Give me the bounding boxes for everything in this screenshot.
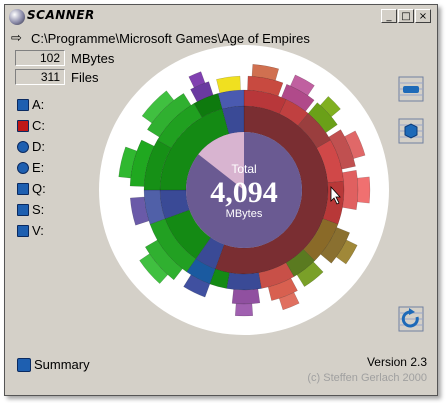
close-button[interactable]: × <box>415 9 431 23</box>
summary-icon <box>17 357 31 372</box>
sunburst-segment-34[interactable] <box>130 196 150 226</box>
sunburst-segment-24[interactable] <box>281 83 315 112</box>
drive-label: A: <box>32 97 45 112</box>
scanner-window: SCANNER _ □ × ⇨ C:\Programme\Microsoft G… <box>4 4 438 396</box>
sunburst-segment-31[interactable] <box>231 288 261 305</box>
center-unit: MBytes <box>226 208 263 220</box>
sunburst-segment-30[interactable] <box>267 277 298 301</box>
sunburst-segment-12[interactable] <box>285 249 316 277</box>
sunburst-segment-27[interactable] <box>342 169 359 211</box>
drive-label: C: <box>32 118 45 133</box>
drive-label: S: <box>32 202 45 217</box>
sunburst-segment-37[interactable] <box>190 81 214 103</box>
sunburst-segment-20[interactable] <box>157 103 203 149</box>
version-label: Version 2.3 <box>366 355 427 369</box>
drive-label: Q: <box>32 181 46 196</box>
summary-button[interactable]: Summary <box>17 357 90 372</box>
center-value: 4,094 <box>210 176 278 209</box>
sunburst-segment-47[interactable] <box>139 253 169 284</box>
network-drive-icon <box>17 182 29 195</box>
drive-label: E: <box>32 160 45 175</box>
sunburst-segment-48[interactable] <box>118 146 138 179</box>
drive-5[interactable]: S: <box>17 202 44 217</box>
sunburst-segment-26[interactable] <box>328 129 356 170</box>
sunburst-segment-44[interactable] <box>335 239 358 265</box>
sunburst-segment-41[interactable] <box>319 96 341 118</box>
sunburst-segment-46[interactable] <box>234 303 254 317</box>
drive-0[interactable]: A: <box>17 97 44 112</box>
copyright-label: (c) Steffen Gerlach 2000 <box>307 372 427 384</box>
sunburst-segment-43[interactable] <box>357 176 371 204</box>
sunburst-svg[interactable]: Total 4,094 MBytes <box>99 45 389 335</box>
drive-label: D: <box>32 139 45 154</box>
maximize-button[interactable]: □ <box>398 9 414 23</box>
drive-6[interactable]: V: <box>17 223 44 238</box>
sunburst-segment-28[interactable] <box>320 227 351 264</box>
minimize-button[interactable]: _ <box>381 9 397 23</box>
summary-label: Summary <box>34 357 90 372</box>
size-value: 102 <box>15 50 65 66</box>
disk-icon <box>398 76 424 102</box>
sunburst-segment-40[interactable] <box>290 74 315 96</box>
sunburst-segment-17[interactable] <box>149 218 197 273</box>
sunburst-segment-9[interactable] <box>316 139 344 183</box>
refresh-icon <box>398 306 424 332</box>
refresh-button[interactable] <box>397 305 425 333</box>
window-title: SCANNER <box>27 8 95 22</box>
center-label: Total <box>231 162 256 176</box>
cdrom-icon <box>17 140 29 153</box>
sunburst-segment-21[interactable] <box>193 93 223 118</box>
sunburst-segment-22[interactable] <box>217 89 245 110</box>
sunburst-segment-42[interactable] <box>344 130 366 159</box>
up-arrow-icon[interactable]: ⇨ <box>11 30 22 45</box>
sunburst-segment-25[interactable] <box>307 102 338 133</box>
sunburst-segment-32[interactable] <box>183 274 211 298</box>
sunburst-segment-29[interactable] <box>296 261 324 288</box>
drive-2[interactable]: D: <box>17 139 45 154</box>
sunburst-chart[interactable]: Total 4,094 MBytes <box>99 45 389 335</box>
sunburst-segment-50[interactable] <box>188 71 206 88</box>
sunburst-segment-23[interactable] <box>247 75 284 97</box>
sunburst-segment-16[interactable] <box>186 258 216 285</box>
sunburst-segment-45[interactable] <box>278 292 300 311</box>
drive-1[interactable]: C: <box>17 118 45 133</box>
size-unit: MBytes <box>71 51 115 66</box>
drive-4[interactable]: Q: <box>17 181 46 196</box>
toolbar-cube-button[interactable] <box>397 117 425 145</box>
sunburst-segment-38[interactable] <box>216 75 241 94</box>
current-path: C:\Programme\Microsoft Games\Age of Empi… <box>31 30 310 46</box>
drive-label: V: <box>32 223 44 238</box>
drive-3[interactable]: E: <box>17 160 44 175</box>
floppy-icon <box>17 98 29 111</box>
files-unit: Files <box>71 70 99 85</box>
harddisk-icon <box>17 119 29 132</box>
title-bar[interactable]: SCANNER _ □ × <box>7 7 435 27</box>
mouse-cursor-icon <box>330 185 341 205</box>
sunburst-segment-14[interactable] <box>226 272 262 291</box>
network-drive-icon <box>17 224 29 237</box>
center-highlight <box>198 132 244 190</box>
sunburst-segment-33[interactable] <box>144 239 183 281</box>
app-logo-icon <box>9 9 25 25</box>
sunburst-segment-39[interactable] <box>251 64 280 81</box>
cube-icon <box>398 118 424 144</box>
sunburst-segment-7[interactable] <box>279 99 309 127</box>
path-bar: ⇨ C:\Programme\Microsoft Games\Age of Em… <box>11 29 310 47</box>
files-value: 311 <box>15 69 65 85</box>
network-drive-icon <box>17 203 29 216</box>
cdrom-icon <box>17 161 29 174</box>
sunburst-segment-49[interactable] <box>141 90 175 124</box>
toolbar-disk-button[interactable] <box>397 75 425 103</box>
